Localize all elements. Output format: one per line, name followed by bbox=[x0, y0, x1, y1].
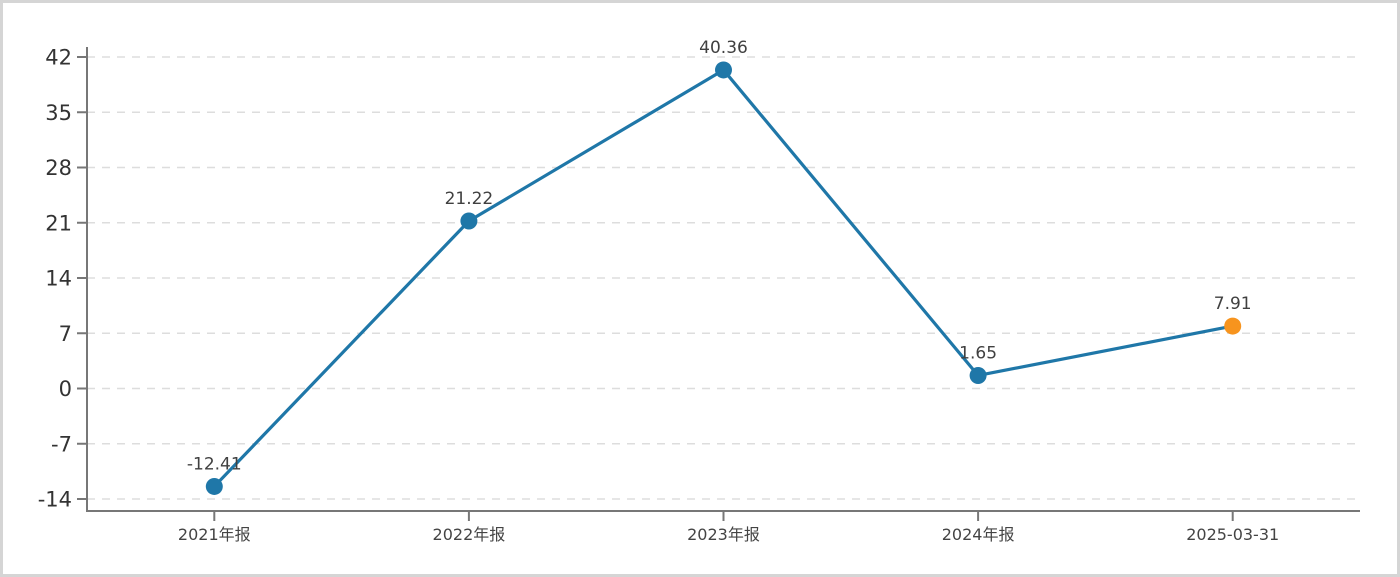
y-tick-label: 7 bbox=[59, 322, 72, 346]
trend-line-chart: 42 35 28 21 14 7 0 -7 -14 2021年报 2022年报 2023年报 2024年… bbox=[38, 38, 1360, 544]
data-label-1: 21.22 bbox=[445, 189, 494, 209]
x-tick-label-3: 2024年报 bbox=[942, 525, 1015, 544]
data-label-4: 7.91 bbox=[1214, 294, 1252, 314]
x-tick-label-2: 2023年报 bbox=[687, 525, 760, 544]
data-label-3: 1.65 bbox=[959, 343, 997, 363]
x-tick-label-4: 2025-03-31 bbox=[1186, 525, 1279, 544]
y-tick-label: 0 bbox=[59, 377, 72, 401]
data-point-2025-03-31[interactable] bbox=[1224, 317, 1242, 335]
y-tick-label: 14 bbox=[45, 267, 72, 291]
y-tick-label: 35 bbox=[45, 101, 72, 125]
x-tick-label-1: 2022年报 bbox=[433, 525, 506, 544]
data-label-2: 40.36 bbox=[699, 38, 748, 58]
data-point-2024年报[interactable] bbox=[969, 366, 987, 384]
x-tick-label-0: 2021年报 bbox=[178, 525, 251, 544]
data-label-0: -12.41 bbox=[187, 454, 242, 474]
y-tick-label: -14 bbox=[38, 488, 72, 512]
data-point-2021年报[interactable] bbox=[205, 477, 223, 495]
data-point-2023年报[interactable] bbox=[715, 61, 732, 79]
y-tick-label: 42 bbox=[45, 46, 72, 70]
y-tick-label: 28 bbox=[45, 156, 72, 180]
y-tick-label: 21 bbox=[45, 211, 72, 235]
data-point-2022年报[interactable] bbox=[460, 212, 478, 230]
y-tick-label: -7 bbox=[51, 432, 72, 456]
